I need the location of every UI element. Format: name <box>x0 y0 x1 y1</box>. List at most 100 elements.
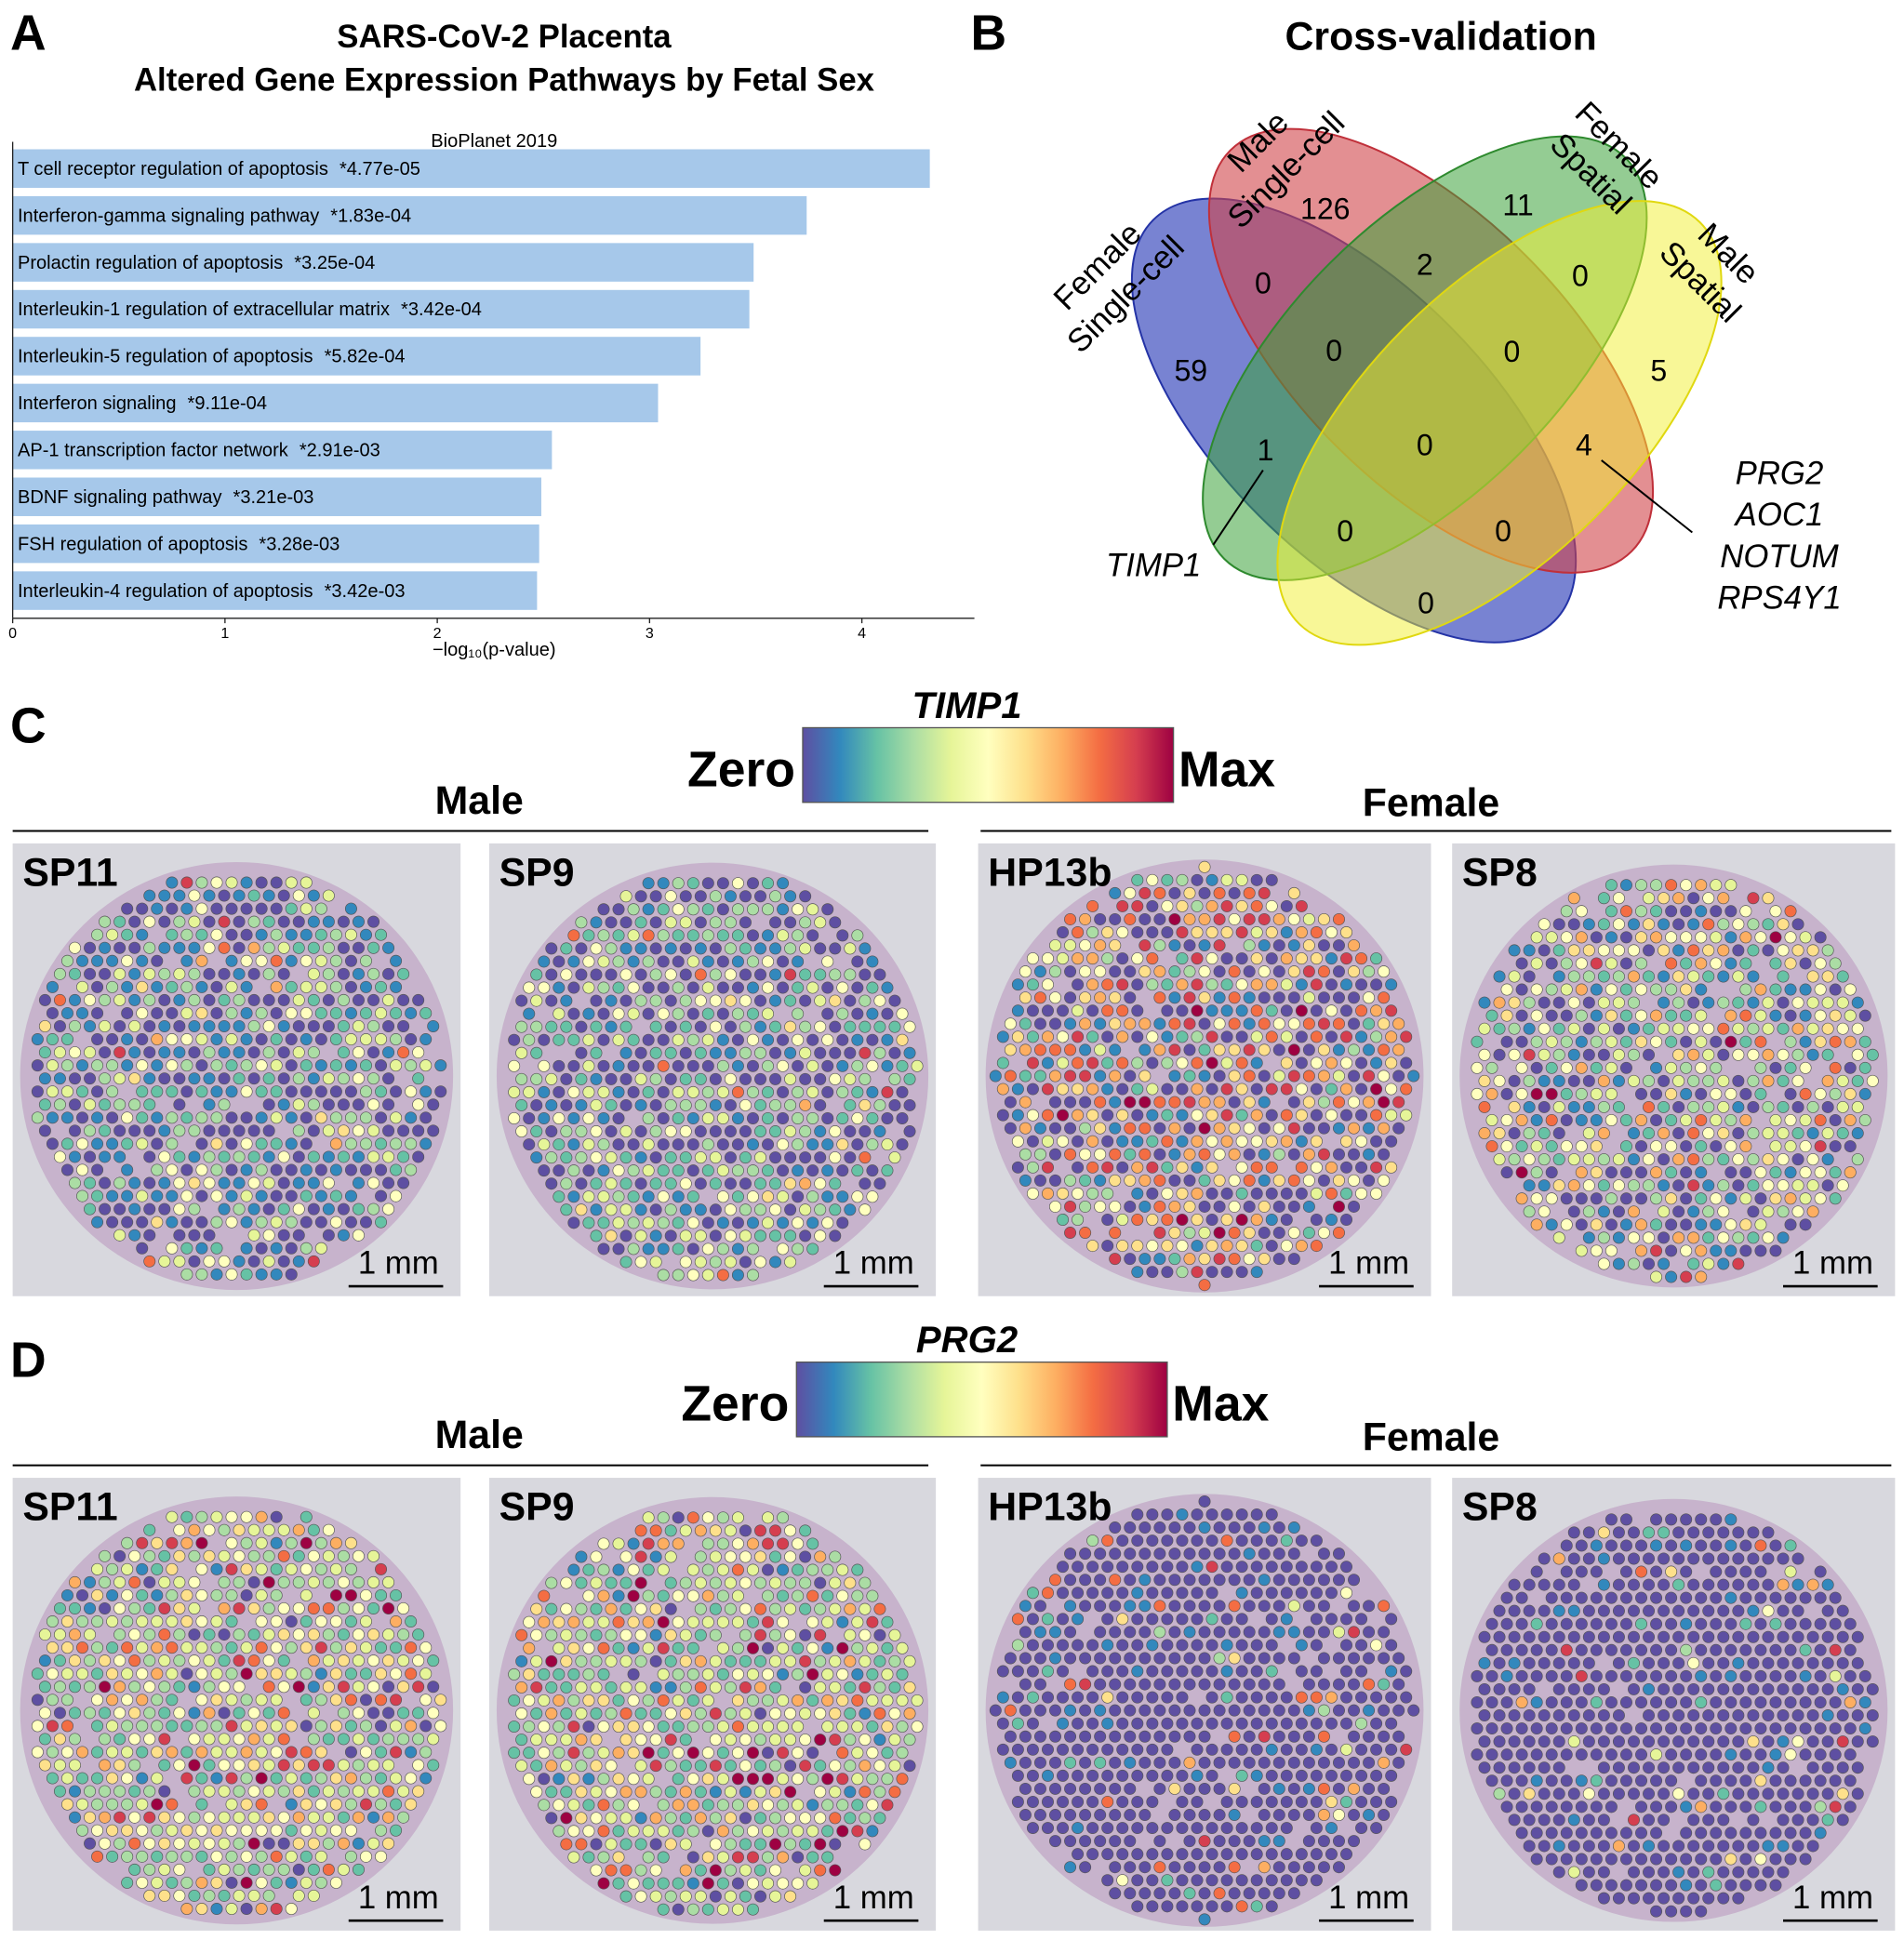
spot <box>255 1536 268 1549</box>
spot <box>769 1203 782 1216</box>
spot <box>337 1837 350 1850</box>
spot <box>1724 1643 1738 1656</box>
spot <box>538 1773 551 1786</box>
spot <box>605 1602 618 1615</box>
spot <box>352 1098 365 1111</box>
spot <box>515 1760 528 1773</box>
spot <box>255 1059 268 1072</box>
spot <box>769 890 782 903</box>
spot <box>270 1510 283 1523</box>
spot <box>821 1085 834 1098</box>
spot <box>292 1229 305 1242</box>
spot <box>821 1216 834 1229</box>
spot <box>262 993 275 1006</box>
spot <box>1355 1109 1368 1122</box>
spot <box>679 1151 692 1164</box>
spot <box>709 1760 722 1773</box>
spot <box>538 1138 551 1151</box>
spot <box>113 915 126 928</box>
spot <box>806 1138 819 1151</box>
spot <box>1348 1782 1361 1795</box>
spot <box>694 1786 707 1799</box>
spot <box>747 1747 759 1760</box>
spot <box>1821 970 1834 983</box>
spot <box>1183 1809 1196 1822</box>
spot <box>1702 1179 1715 1192</box>
spot <box>412 1681 425 1694</box>
spot <box>590 1576 603 1589</box>
spot <box>1635 931 1648 944</box>
spot <box>1702 1682 1715 1695</box>
spot <box>1004 1096 1017 1109</box>
spot <box>405 1667 418 1681</box>
spot <box>1530 1087 1543 1100</box>
spot <box>76 1824 89 1837</box>
spot <box>412 1098 425 1111</box>
spot <box>1213 1253 1226 1266</box>
spot <box>649 1524 662 1537</box>
spot <box>1604 1035 1618 1048</box>
spot <box>1116 1874 1129 1887</box>
spot <box>709 1229 722 1242</box>
bar-label: FSH regulation of apoptosis *3.28e-03 <box>18 534 340 554</box>
spot <box>218 1150 231 1163</box>
spot <box>1672 1048 1685 1061</box>
spot <box>1287 1600 1300 1613</box>
spot <box>337 1707 350 1720</box>
spot <box>575 1838 588 1851</box>
spot <box>792 1138 805 1151</box>
spot <box>686 955 699 968</box>
spot <box>1086 1561 1099 1574</box>
spot <box>1508 944 1521 957</box>
spot <box>1086 1534 1099 1548</box>
spot <box>1235 1109 1248 1122</box>
spot <box>597 981 610 994</box>
spot <box>1597 944 1610 957</box>
spot <box>996 1083 1009 1096</box>
spot <box>1717 1552 1730 1565</box>
spot <box>1739 1565 1752 1578</box>
spot <box>262 1098 275 1111</box>
spot <box>1538 1578 1551 1591</box>
spot <box>1604 1617 1618 1630</box>
spot <box>1153 939 1166 952</box>
spot <box>1355 1665 1368 1678</box>
spot <box>709 1177 722 1190</box>
spot <box>1791 1656 1804 1669</box>
spot <box>649 1786 662 1799</box>
spot <box>1265 1161 1278 1174</box>
spot <box>121 928 134 941</box>
spot <box>397 1654 410 1667</box>
spot <box>859 1654 872 1667</box>
spot <box>754 1812 767 1825</box>
spot <box>1348 1678 1361 1691</box>
spot <box>747 1667 759 1681</box>
spot <box>619 916 632 929</box>
spot <box>1762 1179 1775 1192</box>
spot <box>166 928 179 941</box>
spot <box>739 994 752 1007</box>
spot <box>1064 1626 1077 1639</box>
spot <box>1508 1022 1521 1035</box>
spot <box>329 1111 342 1124</box>
spot <box>1560 1565 1573 1578</box>
spot <box>337 1098 350 1111</box>
spot <box>1191 1083 1204 1096</box>
spot <box>218 993 231 1006</box>
spot <box>188 1046 201 1059</box>
category-label: BDNF signaling pathway <box>18 487 222 508</box>
spot <box>1363 1626 1376 1639</box>
spot <box>1844 1166 1857 1179</box>
spot <box>1176 1613 1189 1626</box>
spot <box>1363 1070 1376 1083</box>
spot <box>799 1098 812 1111</box>
spot <box>590 1654 603 1667</box>
spot <box>605 1177 618 1190</box>
scale-bar-label: 1 mm <box>833 1246 914 1282</box>
spot <box>397 1150 410 1163</box>
spot <box>612 1877 625 1890</box>
spot <box>1739 1695 1752 1708</box>
spot <box>277 1707 290 1720</box>
spot <box>1072 1848 1085 1861</box>
spot <box>166 1006 179 1019</box>
